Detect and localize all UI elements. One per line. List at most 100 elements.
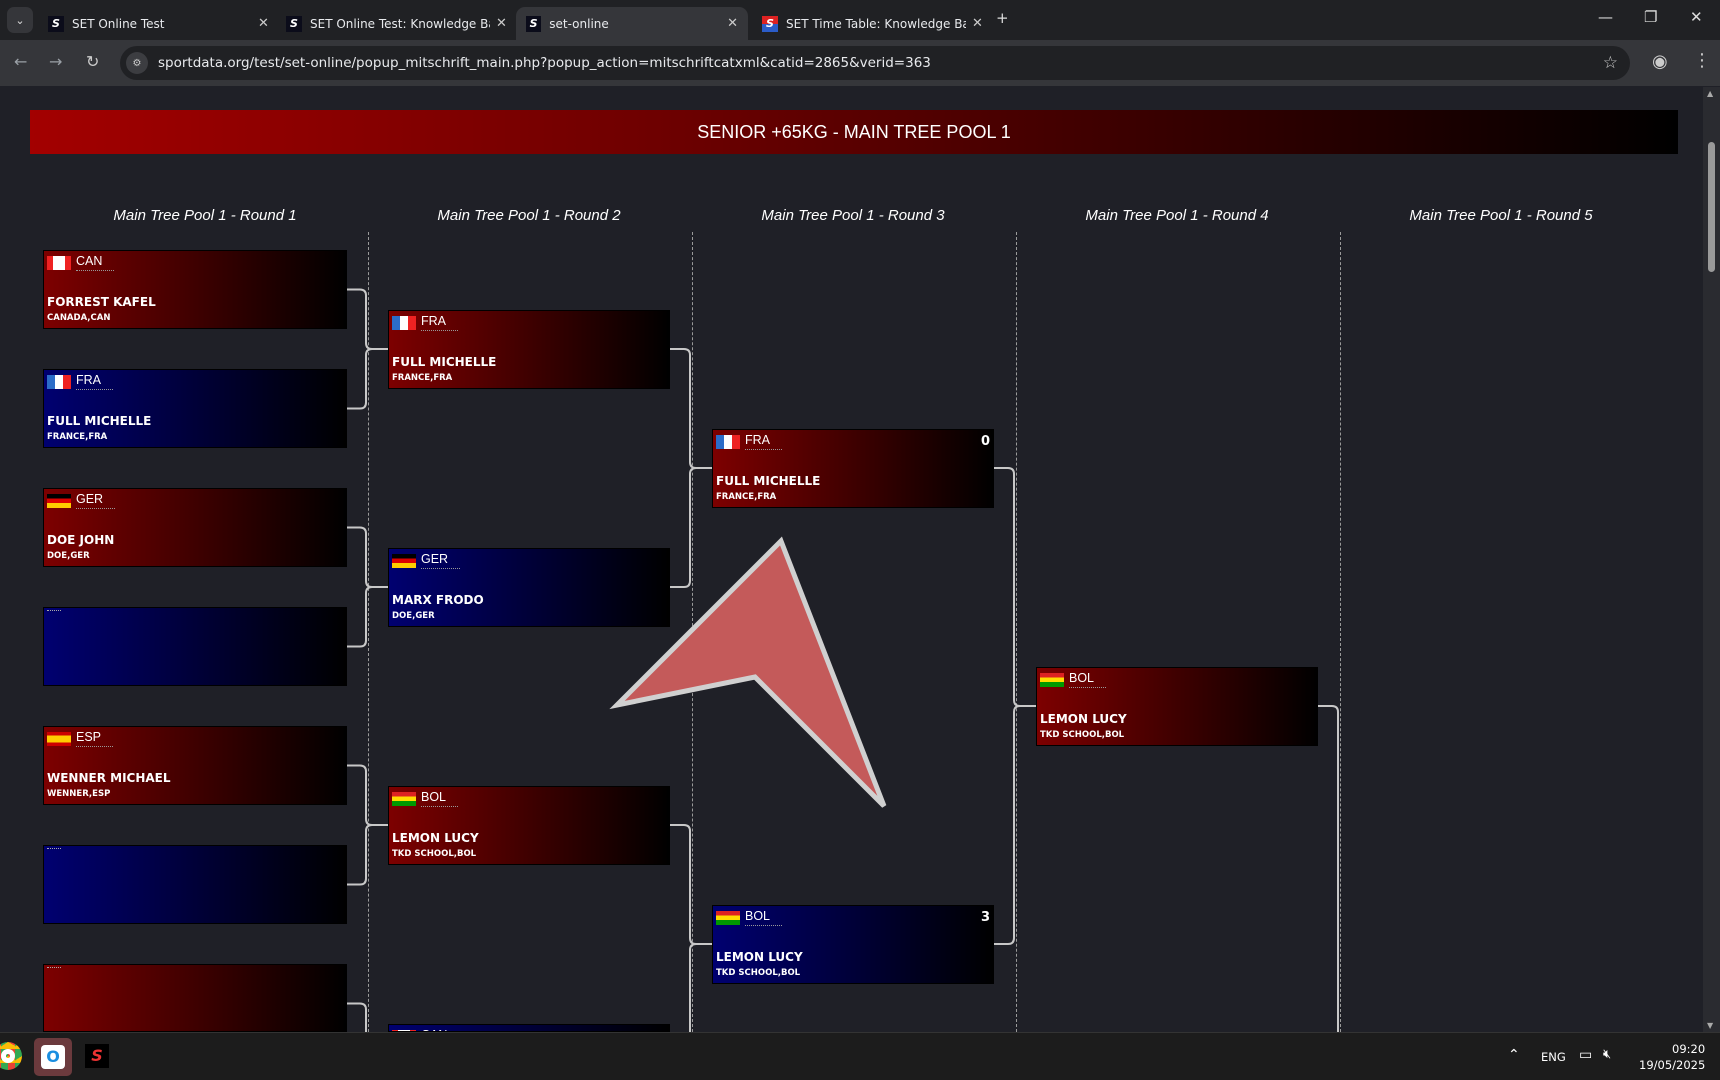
- country-code[interactable]: BOL: [1069, 671, 1107, 688]
- connector-line: [347, 288, 388, 410]
- close-tab-icon[interactable]: ✕: [258, 16, 269, 31]
- country-code[interactable]: CAN: [421, 1028, 459, 1032]
- flag-can-icon: [47, 256, 71, 270]
- competitor-name: LEMON LUCY: [392, 830, 479, 845]
- competitor-card[interactable]: [43, 964, 347, 1032]
- scroll-up-icon[interactable]: ▲: [1707, 89, 1714, 98]
- competitor-card[interactable]: GER DOE JOHN DOE,GER: [43, 488, 347, 567]
- network-icon[interactable]: ▭: [1579, 1047, 1593, 1063]
- set-app-icon[interactable]: S: [85, 1044, 109, 1068]
- country-code[interactable]: FRA: [76, 373, 113, 390]
- country-code[interactable]: CAN: [76, 254, 115, 271]
- volume-muted-icon[interactable]: 🔇︎: [1603, 1047, 1612, 1062]
- clock-time[interactable]: 09:20: [1672, 1042, 1706, 1056]
- competitor-card[interactable]: [43, 845, 347, 924]
- competitor-card[interactable]: BOL LEMON LUCY TKD SCHOOL,BOL: [388, 785, 670, 865]
- round-title: Main Tree Pool 1 - Round 4: [1085, 207, 1269, 224]
- tab-time-table[interactable]: S SET Time Table: Knowledge Base ✕: [752, 7, 993, 40]
- competitor-name: FORREST KAFEL: [47, 295, 156, 309]
- address-bar: ⚙ sportdata.org/test/set-online/popup_mi…: [0, 40, 1720, 86]
- competitor-card[interactable]: FRA FULL MICHELLE FRANCE,FRA 0: [712, 428, 994, 508]
- empty-slot-marker: [47, 610, 61, 611]
- close-window-button[interactable]: ✕: [1690, 8, 1703, 26]
- competitor-name: FULL MICHELLE: [716, 473, 821, 488]
- competitor-card[interactable]: BOL LEMON LUCY TKD SCHOOL,BOL: [1036, 666, 1318, 746]
- round-title: Main Tree Pool 1 - Round 1: [113, 207, 297, 224]
- taskbar: O S ⌃ ENG ▭ 🔇︎ 09:20 19/05/2025: [0, 1032, 1720, 1080]
- restore-button[interactable]: ❐: [1644, 8, 1658, 26]
- score: 0: [980, 433, 990, 449]
- country-code[interactable]: FRA: [745, 433, 782, 450]
- bookmark-star-icon[interactable]: ☆: [1602, 53, 1618, 73]
- menu-icon[interactable]: ⋮: [1693, 50, 1711, 71]
- country-code[interactable]: BOL: [421, 790, 459, 807]
- empty-slot-marker: [47, 848, 61, 849]
- flag-ger-icon: [392, 553, 416, 568]
- profile-icon[interactable]: ◉: [1652, 51, 1668, 72]
- country-code[interactable]: GER: [76, 492, 116, 509]
- tab-set-online-test[interactable]: S SET Online Test ✕: [38, 7, 279, 40]
- bracket-connectors: [347, 288, 1339, 1032]
- clock-date[interactable]: 19/05/2025: [1639, 1058, 1706, 1072]
- chrome-icon[interactable]: [0, 1042, 22, 1070]
- tab-search-button[interactable]: ⌄: [7, 7, 33, 33]
- tab-knowledge-base[interactable]: S SET Online Test: Knowledge Base ✕: [276, 7, 517, 40]
- flag-bol-icon: [392, 791, 416, 806]
- set-logo-icon: S: [286, 15, 302, 32]
- set-timetable-icon: S: [762, 15, 778, 32]
- competitor-card[interactable]: GER MARX FRODO DOE,GER: [388, 547, 670, 627]
- close-tab-icon[interactable]: ✕: [496, 16, 507, 31]
- competitor-club: TKD SCHOOL,BOL: [392, 848, 477, 859]
- tray-chevron-icon[interactable]: ⌃: [1508, 1047, 1520, 1063]
- flag-fra-icon: [392, 315, 416, 330]
- taskbar-app-active[interactable]: O: [34, 1038, 72, 1076]
- site-settings-icon[interactable]: ⚙: [126, 52, 148, 74]
- close-tab-icon[interactable]: ✕: [727, 16, 738, 31]
- competitor-club: FRANCE,FRA: [392, 372, 453, 383]
- set-logo-icon: S: [526, 15, 542, 32]
- competitor-card[interactable]: FRA FULL MICHELLE FRANCE,FRA: [388, 309, 670, 389]
- competitor-card[interactable]: ESP WENNER MICHAEL WENNER,ESP: [43, 726, 347, 805]
- connector-line: [1318, 705, 1339, 1032]
- competitor-card[interactable]: BOL LEMON LUCY TKD SCHOOL,BOL 3: [712, 904, 994, 984]
- language-indicator[interactable]: ENG: [1541, 1050, 1566, 1064]
- competitor-card[interactable]: [43, 607, 347, 686]
- round-separator: [1016, 232, 1017, 1032]
- score: 3: [980, 909, 990, 925]
- round-title: Main Tree Pool 1 - Round 2: [437, 207, 621, 224]
- bracket-page: SENIOR +65KG - MAIN TREE POOL 1 Main Tre…: [0, 87, 1703, 1032]
- flag-bol-icon: [716, 910, 740, 925]
- competitor-club: FRANCE,FRA: [716, 491, 777, 502]
- connector-line: [670, 348, 712, 588]
- round-separator: [1340, 232, 1341, 1032]
- competitor-club: DOE,GER: [392, 610, 435, 621]
- scroll-down-icon[interactable]: ▼: [1707, 1021, 1714, 1030]
- omnibox[interactable]: ⚙ sportdata.org/test/set-online/popup_mi…: [120, 46, 1630, 80]
- forward-icon[interactable]: →: [49, 52, 63, 71]
- scrollbar-thumb[interactable]: [1708, 142, 1715, 272]
- country-code[interactable]: GER: [421, 552, 461, 569]
- competitor-name: FULL MICHELLE: [47, 414, 152, 428]
- connector-line: [347, 764, 388, 886]
- url-text[interactable]: sportdata.org/test/set-online/popup_mits…: [158, 55, 931, 71]
- competitor-club: FRANCE,FRA: [47, 432, 108, 442]
- flag-fra-icon: [47, 375, 71, 389]
- close-tab-icon[interactable]: ✕: [972, 16, 983, 31]
- empty-slot-marker: [47, 967, 61, 968]
- country-code[interactable]: FRA: [421, 314, 458, 331]
- competitor-name: LEMON LUCY: [1040, 711, 1127, 726]
- flag-bol-icon: [1040, 672, 1064, 687]
- back-icon[interactable]: ←: [14, 52, 28, 71]
- country-code[interactable]: BOL: [745, 909, 783, 926]
- country-code[interactable]: ESP: [76, 730, 114, 747]
- competitor-card[interactable]: CAN FORREST KAFEL CANADA,CAN: [43, 250, 347, 329]
- competitor-card[interactable]: CAN: [388, 1023, 670, 1032]
- connector-line: [347, 526, 388, 648]
- minimize-button[interactable]: —: [1598, 8, 1613, 26]
- reload-icon[interactable]: ↻: [86, 52, 100, 71]
- new-tab-button[interactable]: +: [996, 9, 1009, 27]
- competitor-card[interactable]: FRA FULL MICHELLE FRANCE,FRA: [43, 369, 347, 448]
- cursor-arrow-icon: [609, 536, 887, 808]
- vertical-scrollbar[interactable]: ▲ ▼: [1703, 87, 1720, 1032]
